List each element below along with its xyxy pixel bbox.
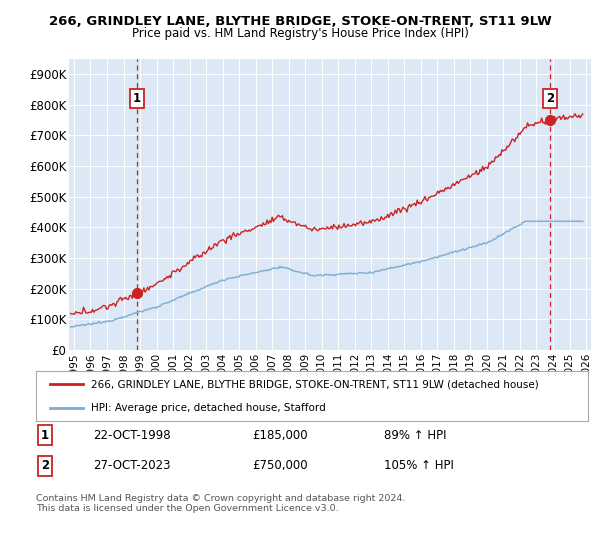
Text: 266, GRINDLEY LANE, BLYTHE BRIDGE, STOKE-ON-TRENT, ST11 9LW (detached house): 266, GRINDLEY LANE, BLYTHE BRIDGE, STOKE… bbox=[91, 379, 539, 389]
Text: 1: 1 bbox=[133, 92, 141, 105]
Text: £185,000: £185,000 bbox=[252, 428, 308, 442]
Text: 1: 1 bbox=[41, 428, 49, 442]
Text: 2: 2 bbox=[546, 92, 554, 105]
Text: HPI: Average price, detached house, Stafford: HPI: Average price, detached house, Staf… bbox=[91, 403, 326, 413]
Text: 266, GRINDLEY LANE, BLYTHE BRIDGE, STOKE-ON-TRENT, ST11 9LW: 266, GRINDLEY LANE, BLYTHE BRIDGE, STOKE… bbox=[49, 15, 551, 27]
Text: 2: 2 bbox=[41, 459, 49, 473]
Text: 89% ↑ HPI: 89% ↑ HPI bbox=[384, 428, 446, 442]
Text: 105% ↑ HPI: 105% ↑ HPI bbox=[384, 459, 454, 473]
Text: £750,000: £750,000 bbox=[252, 459, 308, 473]
Text: 27-OCT-2023: 27-OCT-2023 bbox=[93, 459, 170, 473]
Text: 22-OCT-1998: 22-OCT-1998 bbox=[93, 428, 170, 442]
Text: Price paid vs. HM Land Registry's House Price Index (HPI): Price paid vs. HM Land Registry's House … bbox=[131, 27, 469, 40]
Text: Contains HM Land Registry data © Crown copyright and database right 2024.
This d: Contains HM Land Registry data © Crown c… bbox=[36, 494, 406, 514]
